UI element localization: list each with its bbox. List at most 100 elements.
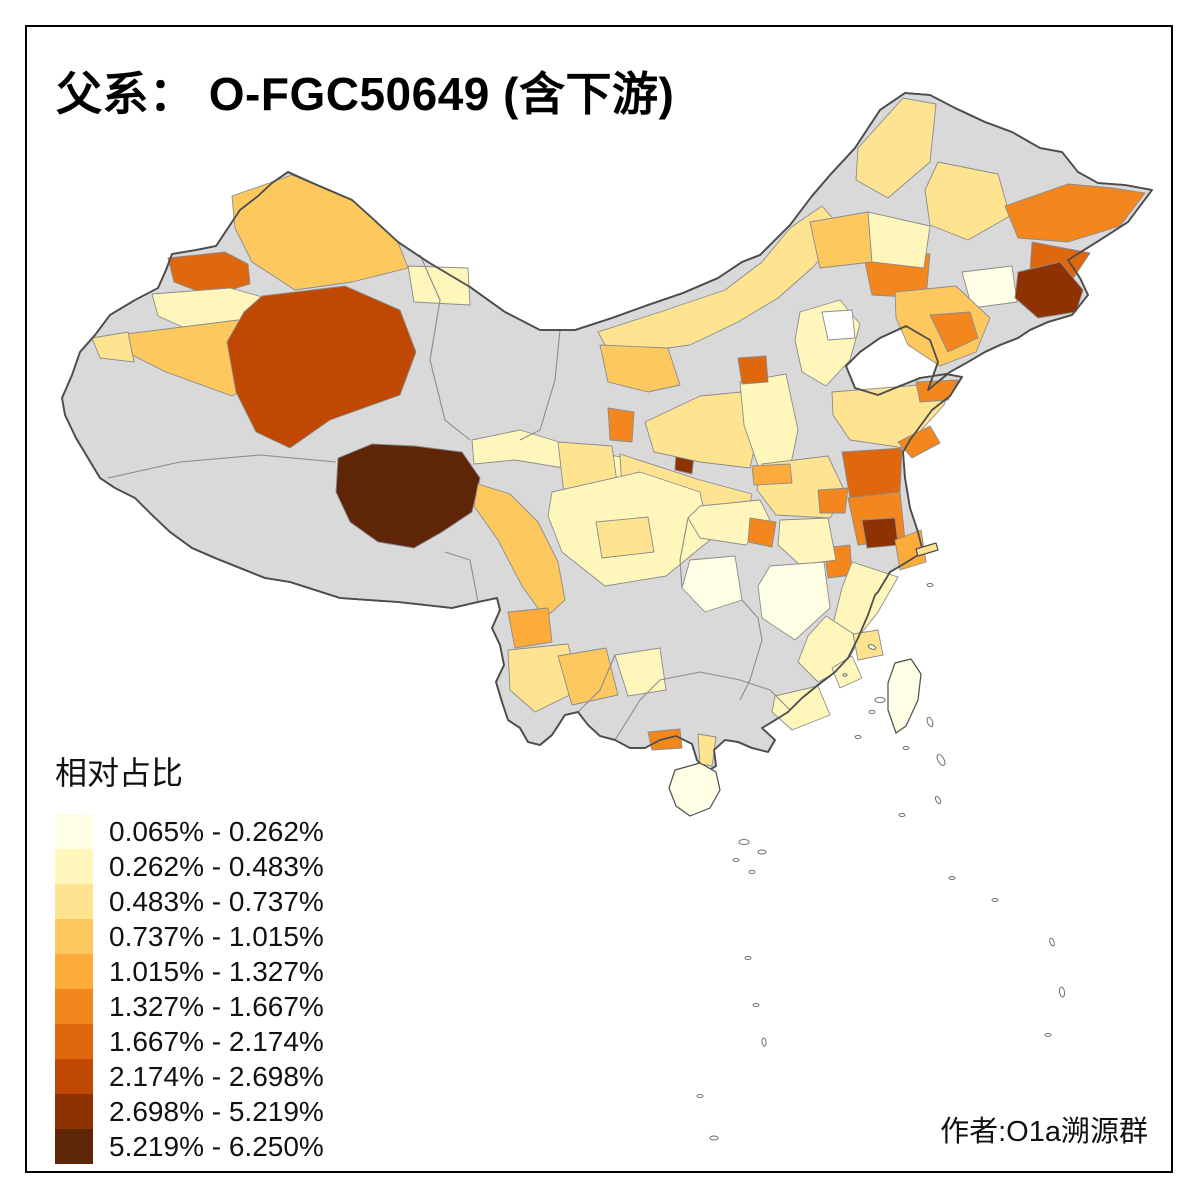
region-chengdu <box>595 516 655 559</box>
legend-label: 5.219% - 6.250% <box>109 1130 324 1162</box>
legend-row: 1.327% - 1.667% <box>55 989 324 1024</box>
region-songnen <box>924 161 1011 241</box>
region-turpan <box>407 265 471 306</box>
legend-label: 1.327% - 1.667% <box>109 990 324 1022</box>
legend-swatch <box>55 919 93 954</box>
island-chongming <box>915 542 939 557</box>
legend-swatch <box>55 849 93 884</box>
sea-speck-7 <box>934 795 942 805</box>
region-qingdao-spot <box>897 425 941 459</box>
region-hetao <box>599 344 681 393</box>
legend-row: 0.483% - 0.737% <box>55 884 324 919</box>
region-yanbian-dark <box>1014 261 1084 319</box>
legend-row: 0.262% - 0.483% <box>55 849 324 884</box>
region-guangdong-east <box>771 685 831 731</box>
legend-swatch <box>55 1024 93 1059</box>
region-yantai-spot <box>915 379 959 403</box>
legend-swatch <box>55 1129 93 1164</box>
region-hefei-spot <box>817 487 849 514</box>
inner-border-5 <box>577 654 616 713</box>
inner-border-2 <box>519 329 561 441</box>
legend-swatch <box>55 884 93 919</box>
sea-speck-23 <box>948 876 956 880</box>
legend-swatch <box>55 954 93 989</box>
inner-border-7 <box>739 599 763 701</box>
inner-border-1 <box>419 254 471 441</box>
sea-speck-14 <box>744 956 752 960</box>
region-shanghai <box>894 529 927 571</box>
legend-label: 1.015% - 1.327% <box>109 955 324 987</box>
sea-speck-8 <box>926 583 934 587</box>
region-ili <box>167 251 251 297</box>
sea-speck-1 <box>874 697 886 703</box>
legend-label: 2.174% - 2.698% <box>109 1060 324 1092</box>
inner-border-3 <box>444 551 479 603</box>
sea-speck-17 <box>696 1094 704 1098</box>
legend-rows: 0.065% - 0.262% 0.262% - 0.483% 0.483% - 0… <box>55 814 324 1164</box>
sea-speck-4 <box>902 746 910 750</box>
sea-speck-18 <box>709 1135 719 1141</box>
legend-row: 1.015% - 1.327% <box>55 954 324 989</box>
inner-border-6 <box>679 517 689 589</box>
region-yunnan-east <box>557 647 619 706</box>
legend-label: 0.262% - 0.483% <box>109 850 324 882</box>
region-haixi-qinghai <box>335 443 481 549</box>
inner-border-4 <box>614 671 791 741</box>
legend-label: 1.667% - 2.174% <box>109 1025 324 1057</box>
legend-row: 0.737% - 1.015% <box>55 919 324 954</box>
region-hunan-cream <box>681 555 743 613</box>
region-yunnan-west <box>507 607 553 649</box>
sea-speck-21 <box>1044 1033 1052 1037</box>
legend-label: 2.698% - 5.219% <box>109 1095 324 1127</box>
sea-speck-13 <box>748 870 756 874</box>
sea-speck-15 <box>752 1003 760 1007</box>
sea-speck-2 <box>868 710 876 714</box>
legend-label: 0.737% - 1.015% <box>109 920 324 952</box>
legend-swatch <box>55 1059 93 1094</box>
region-leizhou <box>697 733 717 767</box>
legend-row: 1.667% - 2.174% <box>55 1024 324 1059</box>
inner-border-0 <box>107 454 337 479</box>
legend-title: 相对占比 <box>55 755 184 791</box>
sea-speck-9 <box>842 673 848 677</box>
island-hainan <box>668 762 721 817</box>
legend-row: 2.698% - 5.219% <box>55 1094 324 1129</box>
legend-swatch <box>55 1094 93 1129</box>
region-wuhan-spot <box>747 517 777 548</box>
region-hulunbuir <box>855 97 937 199</box>
region-liaoning-orange <box>929 311 979 353</box>
sea-speck-16 <box>761 1037 767 1047</box>
sea-speck-12 <box>732 858 740 862</box>
region-heilongjiang-east <box>1004 183 1146 243</box>
region-luoyang-band <box>751 463 793 486</box>
sea-speck-10 <box>738 839 750 845</box>
attribution: 作者:O1a溯源群 <box>940 1116 1148 1148</box>
region-wuxi-dark <box>861 517 899 549</box>
legend: 相对占比 0.065% - 0.262% 0.262% - 0.483% 0.483… <box>55 748 324 1164</box>
sea-speck-20 <box>1058 986 1066 998</box>
sea-speck-0 <box>867 644 877 650</box>
island-taiwan <box>887 658 922 734</box>
sea-speck-19 <box>1049 937 1055 947</box>
region-kashgar <box>91 331 135 363</box>
sea-speck-22 <box>898 813 906 817</box>
region-jilin-cream <box>961 265 1018 309</box>
sea-speck-6 <box>926 716 934 728</box>
legend-swatch <box>55 814 93 849</box>
region-shanxi-white <box>821 309 856 341</box>
legend-row: 5.219% - 6.250% <box>55 1129 324 1164</box>
region-ganzi-band <box>473 483 566 619</box>
region-bayingol-hami <box>226 285 417 449</box>
sea-speck-3 <box>854 735 862 739</box>
region-guizhou-south <box>614 647 667 697</box>
legend-row: 2.174% - 2.698% <box>55 1059 324 1094</box>
region-chifeng <box>809 211 873 269</box>
sea-speck-24 <box>991 898 999 902</box>
region-tongliao <box>867 211 931 269</box>
legend-swatch <box>55 989 93 1024</box>
region-jiuquan-spot <box>607 407 635 443</box>
sea-speck-5 <box>936 754 946 766</box>
legend-row: 0.065% - 0.262% <box>55 814 324 849</box>
page-title: 父系： O-FGC50649 (含下游) <box>56 68 675 120</box>
